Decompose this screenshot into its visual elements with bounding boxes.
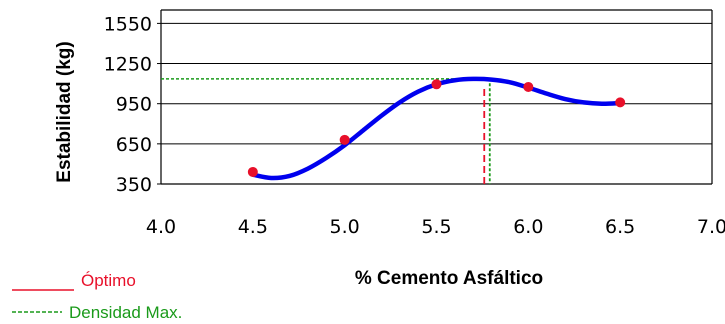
x-axis-title: % Cemento Asfáltico (355, 268, 543, 289)
legend: Óptimo Densidad Max. (12, 271, 182, 322)
x-tick-label: 4.0 (146, 216, 176, 238)
fit-curve (250, 76, 623, 181)
legend-optimo-label: Óptimo (81, 271, 136, 290)
y-axis-title: Estabilidad (kg) (54, 41, 75, 182)
x-tick-label: 5.0 (330, 216, 360, 238)
plot-area (157, 9, 713, 185)
y-tick-label: 650 (116, 134, 152, 156)
y-tick-label: 1550 (104, 13, 152, 35)
data-point (339, 134, 350, 145)
y-tick-label: 350 (116, 174, 152, 196)
data-point (247, 166, 258, 177)
tick-labels: 350 650 950 1250 1550 4.0 4.5 5.0 5.5 6.0 6.5 7.0 (104, 13, 725, 238)
legend-densidad-label: Densidad Max. (69, 303, 182, 322)
y-tick-label: 950 (116, 94, 152, 116)
y-tick-label: 1250 (104, 54, 152, 76)
data-point (431, 79, 442, 90)
data-point (615, 97, 626, 108)
reference-lines (161, 78, 491, 184)
x-tick-label: 6.5 (605, 216, 635, 238)
x-tick-label: 6.0 (513, 216, 543, 238)
x-tick-label: 4.5 (238, 216, 268, 238)
x-tick-label: 5.5 (421, 216, 451, 238)
data-point (523, 81, 534, 92)
x-tick-label: 7.0 (697, 216, 725, 238)
data-series (247, 76, 626, 181)
